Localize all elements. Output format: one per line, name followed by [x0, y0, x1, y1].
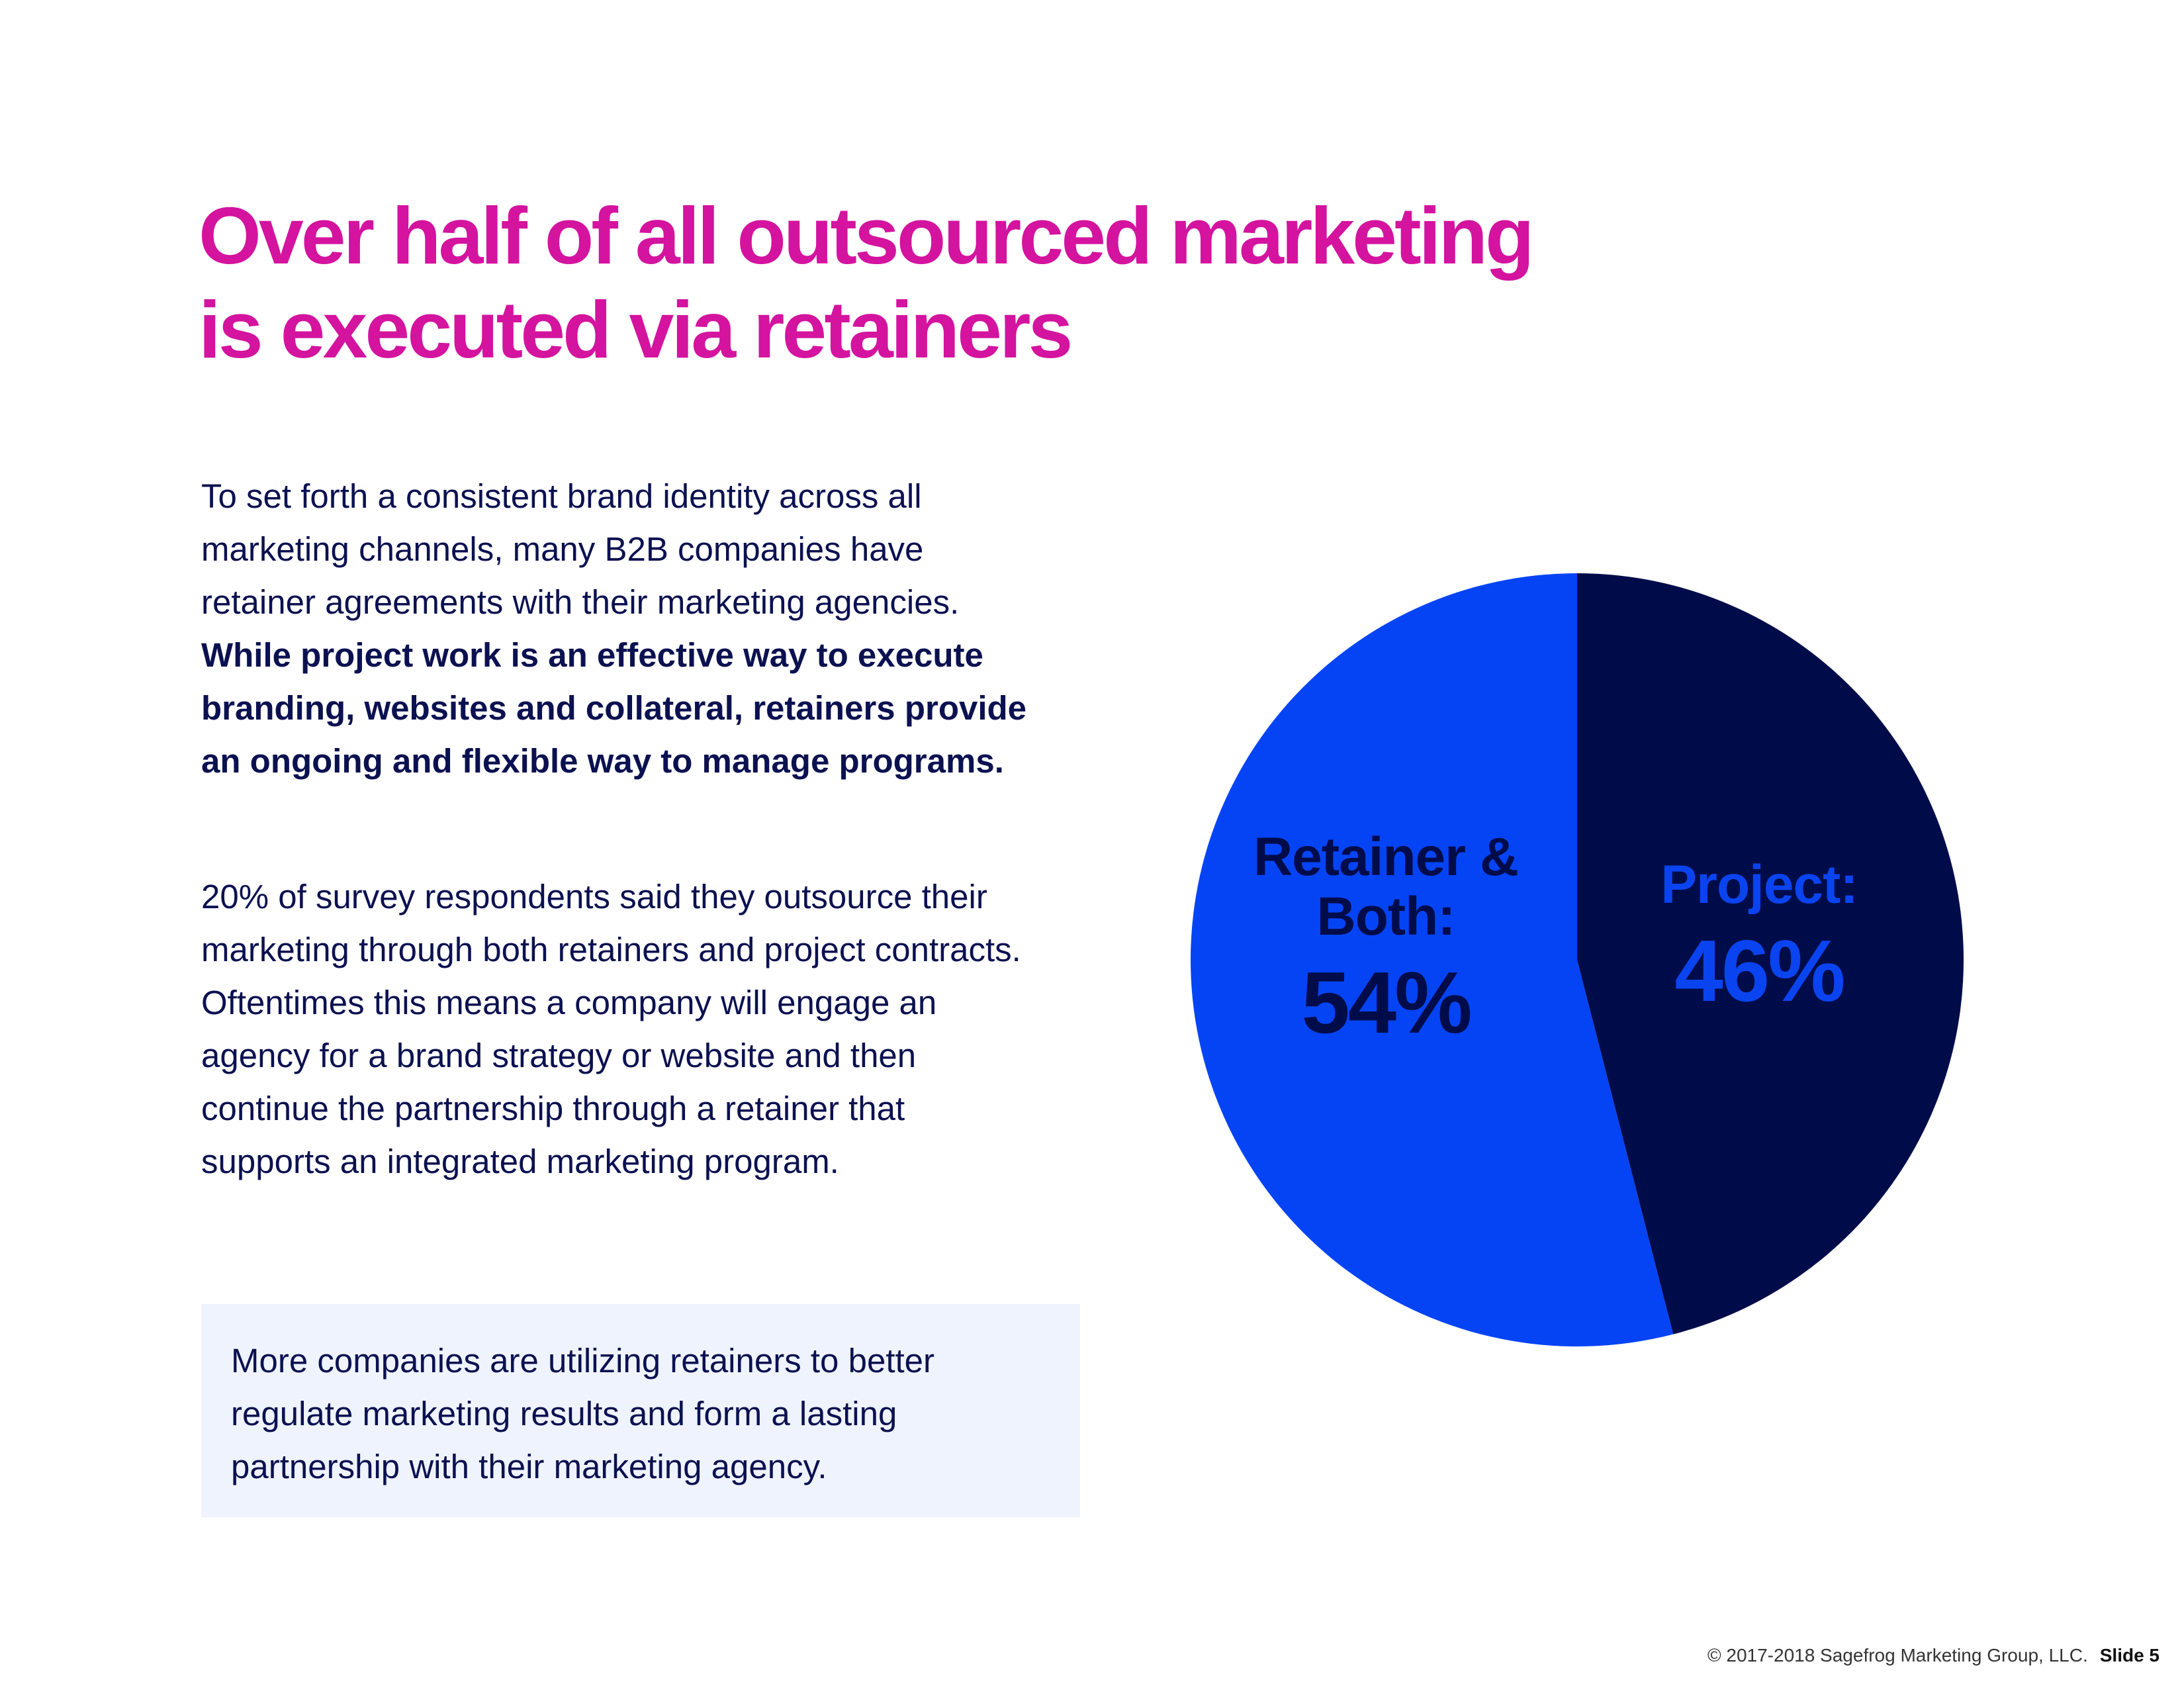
copyright: © 2017-2018 Sagefrog Marketing Group, LL…	[1707, 1645, 2088, 1665]
slice-label: Retainer & Both: 54%	[1234, 827, 1538, 1059]
pie-slice	[1191, 573, 1674, 1347]
intro-text: To set forth a consistent brand identity…	[201, 477, 960, 621]
slice-value-label: 46%	[1674, 922, 1845, 1019]
intro-paragraph: To set forth a consistent brand identity…	[201, 470, 1028, 788]
footer: © 2017-2018 Sagefrog Marketing Group, LL…	[1707, 1645, 2160, 1666]
slice-category: Retainer & Both:	[1253, 827, 1519, 947]
slice-value-label: 54%	[1301, 954, 1472, 1051]
slice-category: Project:	[1661, 855, 1858, 915]
intro-emphasis: While project work is an effective way t…	[201, 636, 1027, 780]
callout: More companies are utilizing retainers t…	[201, 1304, 1080, 1517]
slide-title: Over half of all outsourced marketing is…	[199, 191, 1535, 375]
slide-number: Slide 5	[2099, 1645, 2160, 1665]
slice-label: Project: 46%	[1607, 855, 1911, 1027]
detail-paragraph: 20% of survey respondents said they outs…	[201, 878, 1021, 1180]
pie-slice	[1577, 573, 1964, 1335]
